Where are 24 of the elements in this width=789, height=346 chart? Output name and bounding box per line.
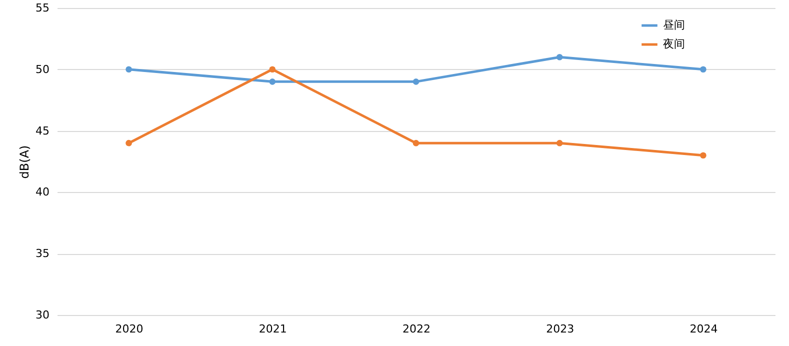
point [126,66,132,73]
point [412,140,420,146]
legend-label: 夜间 [663,38,685,50]
x-tick-label: 2021 [258,322,287,336]
y-tick-label: 40 [36,186,50,199]
point [412,78,420,85]
point [700,66,706,73]
point [269,66,276,73]
y-tick-label: 30 [36,308,50,322]
point [269,78,276,85]
point [556,140,563,146]
y-tick-label: 35 [36,247,50,260]
y-tick-label: 45 [36,124,50,138]
y-axis-title: dB(A) [18,145,32,179]
point [700,152,706,159]
x-tick-label: 2024 [690,322,718,336]
point [126,140,132,146]
y-tick-label: 55 [36,2,50,14]
x-tick-label: 2023 [546,322,574,336]
legend-label: 昼间 [663,18,685,32]
point [556,54,563,60]
x-tick-label: 2020 [115,322,144,336]
x-tick-label: 2022 [402,322,430,336]
y-tick-label: 50 [36,62,50,76]
